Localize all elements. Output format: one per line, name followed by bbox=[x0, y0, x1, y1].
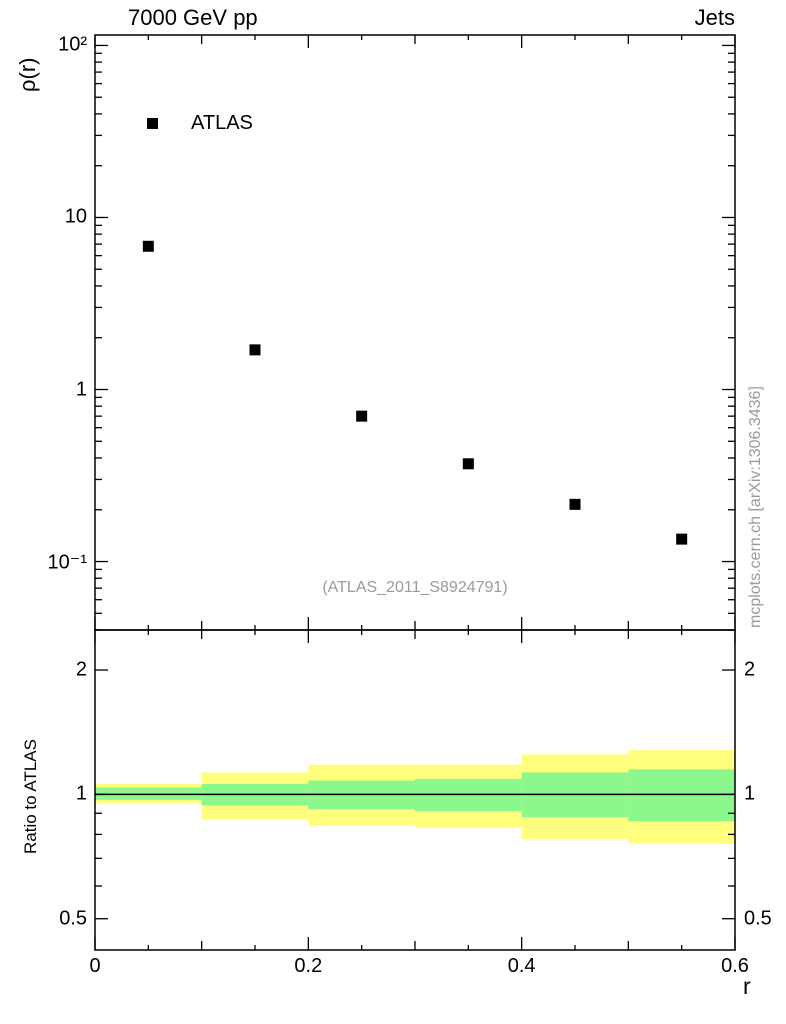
ratio-y-tick-label-left: 0.5 bbox=[59, 907, 87, 930]
x-tick-label: 0.2 bbox=[294, 955, 323, 977]
ratio-band-inner bbox=[415, 778, 522, 812]
main-y-tick-label: 10⁻¹ bbox=[47, 551, 87, 574]
data-point bbox=[676, 533, 688, 545]
ratio-y-tick-label-right: 1 bbox=[744, 782, 756, 805]
data-point bbox=[249, 344, 261, 356]
legend-label: ATLAS bbox=[191, 111, 253, 134]
data-point bbox=[569, 498, 581, 510]
title-observable-group: Jets bbox=[694, 5, 735, 30]
ratio-y-tick-label-right: 0.5 bbox=[744, 907, 772, 930]
title-beam-energy: 7000 GeV pp bbox=[128, 5, 258, 30]
main-y-tick-label: 1 bbox=[75, 378, 87, 400]
ratio-y-axis-label: Ratio to ATLAS bbox=[21, 739, 40, 854]
legend-square-marker-icon bbox=[147, 117, 158, 129]
ratio-band-inner bbox=[95, 787, 202, 800]
main-y-axis-label: ρ(r) bbox=[15, 57, 40, 93]
x-tick-label: 0.6 bbox=[721, 955, 749, 977]
data-point bbox=[142, 240, 154, 252]
ratio-y-tick-label-left: 1 bbox=[75, 782, 87, 805]
data-point bbox=[356, 410, 368, 422]
ratio-y-tick-label-left: 2 bbox=[75, 658, 87, 681]
legend: ATLAS bbox=[147, 112, 253, 134]
analysis-watermark: (ATLAS_2011_S8924791) bbox=[322, 579, 508, 596]
x-tick-label: 0.4 bbox=[507, 955, 536, 977]
data-point bbox=[462, 458, 474, 470]
mcplots-credit: mcplots.cern.ch [arXiv:1306.3436] bbox=[747, 386, 764, 628]
x-tick-label: 0 bbox=[89, 955, 101, 977]
ratio-band-inner bbox=[628, 769, 735, 822]
main-y-tick-label: 10² bbox=[58, 33, 87, 56]
x-axis-label: r bbox=[743, 973, 751, 999]
ratio-y-tick-label-right: 2 bbox=[744, 658, 756, 681]
main-y-tick-label: 10 bbox=[64, 205, 87, 228]
